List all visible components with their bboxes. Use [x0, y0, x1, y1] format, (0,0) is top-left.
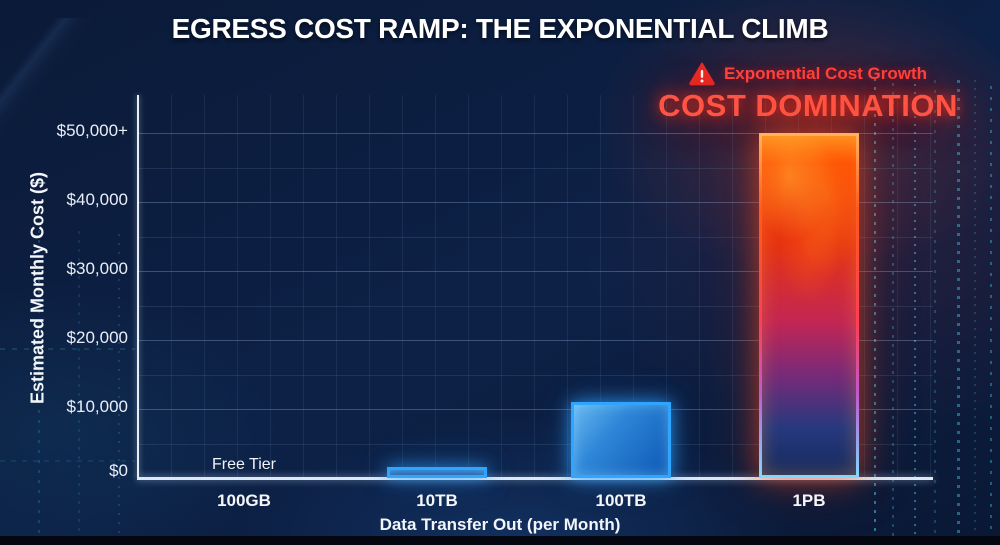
- x-tick-labels: 100GB 10TB 100TB 1PB: [0, 491, 1000, 513]
- warning-callout: Exponential Cost Growth: [658, 59, 958, 89]
- warning-triangle-icon: [689, 62, 715, 86]
- x-axis-title: Data Transfer Out (per Month): [379, 515, 621, 534]
- x-tick-label-10tb: 10TB: [416, 491, 458, 510]
- y-tick-label: $10,000: [66, 397, 128, 416]
- x-tick-label-1pb: 1PB: [792, 491, 826, 510]
- y-tick-label: $0: [109, 461, 128, 480]
- cost-domination-label: COST DOMINATION: [658, 88, 958, 123]
- bottom-dark-strip: [0, 536, 1000, 545]
- bar-1pb: [759, 133, 859, 478]
- x-tick-label-100gb: 100GB: [217, 491, 271, 510]
- y-tick-label: $40,000: [66, 190, 128, 209]
- y-tick-labels: $0 $10,000 $20,000 $30,000 $40,000 $50,000+: [0, 0, 128, 545]
- chart-title: EGRESS COST RAMP: THE EXPONENTIAL CLIMB: [171, 13, 829, 44]
- y-axis-line: [137, 95, 139, 478]
- free-tier-annotation: Free Tier: [211, 456, 277, 473]
- y-tick-label: $50,000+: [56, 121, 128, 140]
- bar-100tb: [571, 402, 671, 478]
- y-tick-label: $30,000: [66, 259, 128, 278]
- bar-10tb: [387, 466, 487, 478]
- y-tick-label: $20,000: [66, 328, 128, 347]
- warning-label: Exponential Cost Growth: [723, 64, 928, 83]
- x-axis-line: [137, 477, 933, 480]
- x-tick-label-100tb: 100TB: [595, 491, 647, 510]
